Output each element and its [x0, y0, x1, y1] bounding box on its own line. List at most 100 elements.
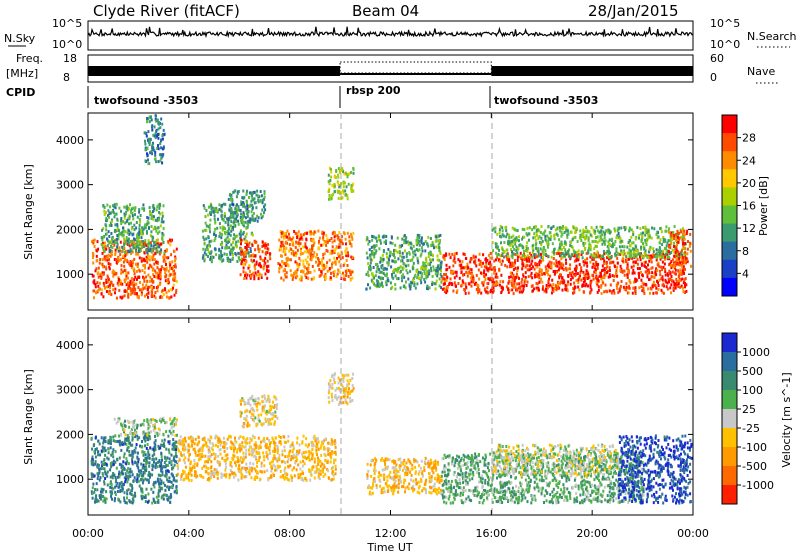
data-cell [216, 226, 219, 230]
data-cell [201, 229, 204, 233]
data-cell [230, 220, 233, 223]
data-cell [239, 247, 242, 251]
data-cell [533, 256, 536, 260]
data-cell [423, 277, 426, 281]
data-cell [630, 241, 633, 245]
data-cell [599, 272, 602, 276]
data-cell [338, 260, 341, 264]
data-cell [425, 260, 428, 264]
data-cell [404, 249, 406, 253]
data-cell [547, 242, 550, 246]
data-cell [613, 291, 616, 295]
data-cell [370, 245, 373, 249]
data-cell [134, 213, 136, 217]
data-cell [573, 285, 576, 289]
data-cell [600, 254, 603, 258]
data-cell [527, 238, 530, 242]
data-cell [260, 212, 262, 216]
data-cell [149, 446, 152, 450]
data-cell [234, 252, 237, 255]
data-cell [682, 232, 685, 236]
data-cell [291, 274, 294, 278]
data-cell [100, 460, 103, 464]
data-cell [536, 233, 538, 237]
data-cell [239, 216, 242, 219]
data-cell [393, 256, 396, 260]
data-cell [571, 270, 574, 274]
data-cell [579, 270, 582, 274]
data-cell [293, 271, 296, 275]
data-cell [227, 227, 230, 231]
data-cell [247, 223, 250, 226]
data-cell [665, 225, 668, 229]
data-cell [607, 254, 610, 258]
data-cell [126, 231, 129, 235]
data-cell [131, 214, 134, 218]
data-cell [552, 289, 555, 293]
data-cell [684, 247, 687, 251]
data-cell [508, 275, 511, 279]
data-cell [636, 253, 639, 257]
data-cell [114, 439, 117, 443]
data-cell [237, 205, 240, 209]
data-cell [444, 282, 446, 286]
data-cell [537, 237, 540, 240]
data-cell [676, 231, 679, 235]
data-cell [623, 252, 626, 256]
data-cell [145, 244, 148, 247]
data-cell [309, 271, 312, 274]
data-cell [440, 269, 442, 273]
data-cell [239, 273, 242, 277]
data-cell [573, 272, 576, 276]
data-cell [122, 254, 125, 258]
data-cell [499, 254, 502, 258]
data-cell [660, 277, 663, 281]
data-cell [332, 271, 335, 275]
data-cell [133, 208, 136, 212]
data-cell [156, 477, 159, 481]
data-cell [549, 238, 552, 241]
data-cell [140, 240, 143, 244]
data-cell [676, 235, 679, 239]
data-cell [312, 232, 315, 236]
data-cell [576, 240, 579, 243]
data-cell [125, 251, 128, 255]
data-cell [632, 260, 635, 264]
nsky-top-tick: 10^5 [52, 17, 82, 30]
data-cell [664, 238, 667, 242]
data-cell [520, 280, 523, 284]
data-cell [463, 288, 466, 291]
data-cell [235, 207, 238, 211]
data-cell [596, 277, 599, 281]
data-cell [118, 259, 121, 262]
data-cell [170, 253, 173, 257]
data-cell [433, 246, 435, 250]
data-cell [424, 240, 427, 244]
data-cell [339, 184, 342, 188]
data-cell [593, 270, 596, 274]
data-cell [312, 239, 315, 243]
data-cell [492, 227, 495, 231]
data-cell [675, 248, 678, 252]
data-cell [531, 246, 534, 250]
data-cell [373, 247, 376, 251]
data-cell [602, 249, 605, 253]
data-cell [643, 291, 646, 295]
data-cell [564, 250, 567, 254]
data-cell [328, 182, 331, 186]
data-cell [511, 250, 514, 254]
data-cell [487, 267, 490, 271]
data-cell [387, 263, 390, 267]
data-cell [574, 274, 577, 278]
data-cell [302, 233, 305, 237]
data-cell [209, 218, 212, 222]
data-cell [298, 244, 301, 248]
data-cell [689, 232, 692, 236]
data-cell [664, 278, 667, 282]
data-cell [365, 272, 368, 276]
data-cell [262, 267, 265, 271]
data-cell [542, 256, 544, 260]
data-cell [560, 230, 563, 234]
data-cell [380, 281, 383, 285]
data-cell [405, 264, 408, 268]
